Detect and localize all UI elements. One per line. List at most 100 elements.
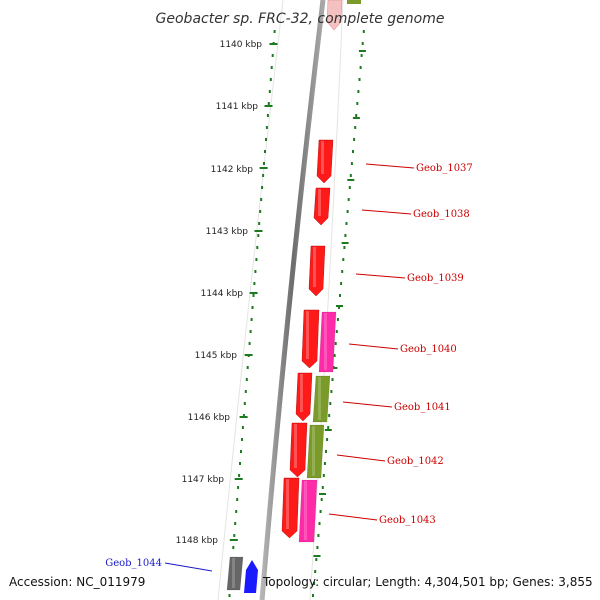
scale-dot-outer [335,330,338,333]
gene-label-geob-1040[interactable]: Geob_1040 [400,344,457,355]
gene-olive-block-2[interactable] [306,424,325,479]
scale-dot-outer [319,510,322,513]
gene-geob-1037[interactable] [316,139,334,184]
gene-label-geob-1041[interactable]: Geob_1041 [394,402,451,413]
scale-tick-outer [336,305,343,307]
gene-pink-block-2[interactable] [298,479,318,543]
scale-dot-inner [234,522,237,525]
scale-dot-inner [241,426,244,429]
scale-dot-inner [239,462,241,465]
scale-dot-inner [253,282,256,285]
scale-dot-outer [344,234,347,237]
gene-geob-1044[interactable] [244,560,258,593]
scale-dot-outer [361,42,364,45]
scale-dot-outer [349,174,352,177]
outer-guide-curve [309,0,344,600]
scale-dot-outer [325,450,327,453]
scale-dot-inner [256,246,259,249]
scale-dot-outer [331,378,334,381]
scale-dot-inner [264,150,266,153]
scale-label-1146: 1146 kbp [188,413,231,423]
scale-label-1141: 1141 kbp [216,102,259,112]
scale-dot-outer [360,54,363,57]
gene-geob-1043[interactable] [281,477,300,539]
gene-pink-block-1[interactable] [318,311,337,373]
scale-dot-outer [340,282,343,285]
scale-dot-inner [271,54,274,57]
partial-gene-top-pink [326,0,343,31]
gene-label-geob-1039[interactable]: Geob_1039 [407,273,464,284]
scale-dot-inner [255,258,258,261]
scale-dot-inner [260,198,263,201]
partial-gene-top-olive [347,0,361,4]
gene-geob-1040[interactable] [301,309,320,369]
gene-geob-1042[interactable] [289,422,308,478]
scale-dot-outer [321,486,324,489]
scale-dot-inner [259,210,262,213]
scale-dot-inner [258,222,261,225]
scale-dot-outer [312,594,314,597]
scale-dot-inner [237,486,240,489]
scale-dot-outer [346,210,349,213]
scale-dot-outer [354,126,357,129]
scale-label-1144: 1144 kbp [201,289,244,299]
gene-label-geob-1042[interactable]: Geob_1042 [387,456,444,467]
gene-gray-block[interactable] [226,556,244,591]
scale-dot-outer [336,318,339,321]
gene-label-geob-1044[interactable]: Geob_1044 [105,558,162,569]
scale-dot-outer [342,258,345,261]
scale-dot-outer [323,462,326,465]
scale-tick-major [254,230,263,232]
scale-dot-inner [249,330,252,333]
scale-dot-inner [235,510,238,513]
scale-dot-inner [251,306,254,309]
scale-dot-inner [262,174,265,177]
genome-title: Geobacter sp. FRC-32, complete genome [156,11,445,27]
scale-tick-outer [319,493,326,495]
scale-dot-inner [269,78,272,81]
scale-dot-inner [250,318,253,321]
gene-olive-block-1[interactable] [312,375,331,423]
gene-geob-1041[interactable] [295,372,313,422]
scale-dot-outer [316,546,319,549]
inner-guide-curve [217,0,284,600]
gene-leader-line [328,513,378,521]
scale-dot-inner [240,450,242,453]
scale-dot-outer [314,570,317,573]
gene-label-geob-1037[interactable]: Geob_1037 [416,163,473,174]
scale-tick-major [259,167,268,169]
scale-dot-inner [246,366,249,369]
scale-dot-inner [257,234,260,237]
scale-dot-inner [241,438,243,441]
scale-dot-outer [358,78,361,81]
scale-dot-outer [348,186,351,189]
genome-backbone [259,0,326,600]
scale-dot-inner [248,342,251,345]
scale-tick-major [269,43,278,45]
scale-tick-major [264,105,273,107]
scale-tick-outer [341,242,349,244]
scale-dot-outer [317,534,320,537]
scale-dot-inner [252,294,255,297]
scale-dot-inner [268,90,271,93]
gene-geob-1039[interactable] [308,245,326,297]
scale-tick-major [229,539,238,541]
scale-dot-inner [245,378,248,381]
gene-label-geob-1038[interactable]: Geob_1038 [413,209,470,220]
scale-dot-outer [322,474,325,477]
scale-dot-outer [339,294,341,297]
scale-tick-outer [358,50,366,52]
gene-geob-1038[interactable] [313,187,331,226]
scale-dot-inner [266,114,269,117]
scale-tick-major [239,416,248,418]
scale-tick-major [244,354,253,356]
gene-label-geob-1043[interactable]: Geob_1043 [379,515,436,526]
scale-dot-inner [273,30,276,33]
scale-dot-outer [352,150,354,153]
scale-label-1148: 1148 kbp [176,536,219,546]
scale-dot-outer [359,66,362,69]
genome-summary-text: Topology: circular; Length: 4,304,501 bp… [262,575,593,589]
scale-tick-outer [347,179,355,181]
scale-dot-outer [333,354,336,357]
scale-dot-outer [329,402,332,405]
